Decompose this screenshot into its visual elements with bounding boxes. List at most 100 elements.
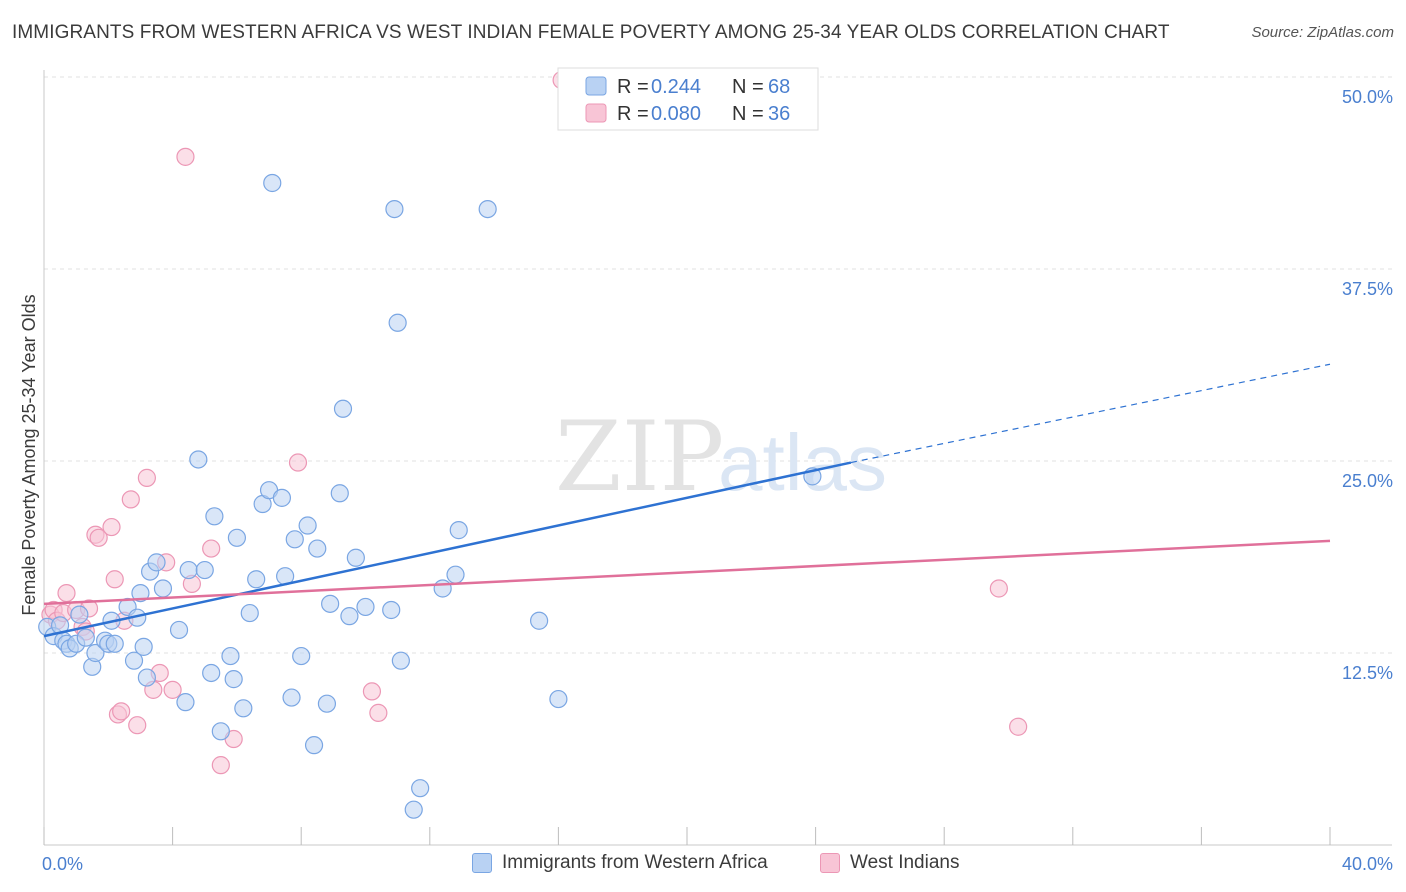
data-point-western-africa bbox=[478, 199, 497, 219]
data-point-western-africa bbox=[189, 450, 208, 469]
data-point-western-africa bbox=[433, 579, 452, 598]
data-point-western-africa bbox=[195, 560, 214, 580]
data-point-western-africa bbox=[333, 399, 353, 418]
x-tick-labels: 0.0% 40.0% bbox=[42, 854, 1393, 874]
data-point-western-africa bbox=[304, 736, 324, 755]
data-point-western-africa bbox=[221, 646, 240, 666]
data-point-western-africa bbox=[211, 722, 230, 741]
y-axis-title: Female Poverty Among 25-34 Year Olds bbox=[19, 294, 39, 615]
data-point-western-africa bbox=[317, 694, 337, 713]
data-point-western-africa bbox=[147, 553, 166, 572]
data-point-western-africa bbox=[247, 570, 266, 589]
data-point-west-indians bbox=[989, 579, 1008, 598]
data-point-western-africa bbox=[131, 583, 150, 603]
data-point-western-africa bbox=[446, 565, 465, 584]
legend-n-label-pink: N = bbox=[732, 103, 764, 125]
data-point-western-africa bbox=[105, 634, 124, 653]
data-point-western-africa bbox=[404, 800, 423, 819]
data-point-western-africa bbox=[549, 689, 568, 709]
data-point-western-africa bbox=[176, 693, 195, 712]
trend-line-west-indians bbox=[43, 539, 1331, 606]
trend-lines bbox=[43, 363, 1331, 638]
legend-r-label-blue: R = bbox=[617, 76, 649, 98]
watermark: ZIP atlas bbox=[555, 401, 887, 513]
data-point-western-africa bbox=[411, 779, 430, 798]
data-point-western-africa bbox=[340, 607, 359, 626]
y-tick-label: 12.5% bbox=[1342, 663, 1393, 683]
data-point-west-indians bbox=[163, 680, 182, 699]
data-point-western-africa bbox=[202, 663, 221, 683]
legend-r-value-blue: 0.244 bbox=[651, 76, 701, 98]
x-axis-ticks bbox=[43, 827, 1331, 845]
data-point-western-africa bbox=[385, 199, 404, 219]
data-point-west-indians bbox=[105, 570, 124, 589]
data-point-west-indians bbox=[128, 716, 147, 735]
data-point-western-africa bbox=[272, 488, 292, 507]
data-point-western-africa bbox=[382, 600, 401, 620]
legend-label-western-africa: Immigrants from Western Africa bbox=[502, 852, 768, 873]
data-point-west-indians bbox=[1009, 717, 1028, 736]
data-point-west-indians bbox=[121, 490, 140, 509]
data-point-western-africa bbox=[86, 643, 105, 663]
data-point-western-africa bbox=[263, 173, 282, 193]
trend-line-western-africa-extension bbox=[850, 363, 1331, 464]
axes bbox=[43, 70, 1392, 846]
data-point-western-africa bbox=[298, 516, 317, 535]
series-western-africa bbox=[38, 173, 822, 819]
data-point-west-indians bbox=[211, 756, 230, 775]
chart-source: Source: ZipAtlas.com bbox=[1251, 24, 1394, 41]
data-point-western-africa bbox=[76, 628, 95, 647]
legend-r-label-pink: R = bbox=[617, 103, 649, 125]
data-point-western-africa bbox=[205, 507, 224, 526]
y-tick-label: 25.0% bbox=[1342, 471, 1393, 491]
y-tick-labels: 12.5% 25.0% 37.5% 50.0% bbox=[1342, 87, 1393, 683]
data-point-western-africa bbox=[137, 668, 156, 687]
data-point-west-indians bbox=[362, 682, 382, 701]
legend-swatch-western-africa bbox=[472, 853, 492, 873]
y-tick-label: 50.0% bbox=[1342, 87, 1393, 107]
x-tick-label: 40.0% bbox=[1342, 854, 1393, 874]
y-tick-label: 37.5% bbox=[1342, 279, 1393, 299]
data-point-west-indians bbox=[137, 468, 156, 487]
legend-swatch-blue bbox=[585, 76, 607, 96]
data-point-western-africa bbox=[321, 594, 340, 613]
data-point-western-africa bbox=[356, 597, 375, 617]
data-point-west-indians bbox=[112, 702, 131, 721]
legend-item-west-indians: West Indians bbox=[820, 852, 959, 874]
data-point-western-africa bbox=[224, 670, 243, 689]
data-point-western-africa bbox=[449, 521, 468, 540]
watermark-atlas: atlas bbox=[718, 418, 887, 507]
data-point-west-indians bbox=[202, 539, 221, 558]
data-point-western-africa bbox=[346, 548, 365, 567]
data-point-west-indians bbox=[288, 453, 308, 472]
data-point-west-indians bbox=[369, 703, 388, 723]
data-point-western-africa bbox=[153, 579, 173, 598]
legend-box: R = 0.244 N = 68 R = 0.080 N = 36 bbox=[557, 67, 819, 131]
data-point-western-africa bbox=[330, 484, 349, 503]
legend-swatch-west-indians bbox=[820, 853, 840, 873]
trend-line-western-africa bbox=[43, 461, 852, 638]
data-point-western-africa bbox=[308, 539, 327, 558]
grid-lines bbox=[44, 76, 1392, 654]
legend-item-western-africa: Immigrants from Western Africa bbox=[472, 852, 768, 874]
data-point-western-africa bbox=[391, 651, 410, 670]
data-point-west-indians bbox=[89, 528, 108, 547]
legend-n-value-blue: 68 bbox=[768, 76, 790, 98]
data-point-west-indians bbox=[176, 147, 195, 166]
watermark-zip: ZIP bbox=[555, 401, 724, 513]
legend-label-west-indians: West Indians bbox=[850, 852, 960, 873]
x-tick-label: 0.0% bbox=[42, 854, 83, 874]
data-point-west-indians bbox=[102, 517, 121, 537]
data-point-western-africa bbox=[240, 603, 259, 623]
data-point-western-africa bbox=[227, 528, 246, 547]
legend-n-value-pink: 36 bbox=[768, 103, 790, 125]
legend-r-value-pink: 0.080 bbox=[651, 103, 701, 125]
data-point-western-africa bbox=[169, 620, 189, 640]
data-point-western-africa bbox=[285, 530, 304, 549]
data-point-western-africa bbox=[70, 605, 89, 624]
data-point-western-africa bbox=[292, 646, 311, 666]
legend-n-label-blue: N = bbox=[732, 76, 764, 98]
legend-swatch-pink bbox=[585, 103, 607, 123]
data-point-western-africa bbox=[134, 637, 153, 656]
